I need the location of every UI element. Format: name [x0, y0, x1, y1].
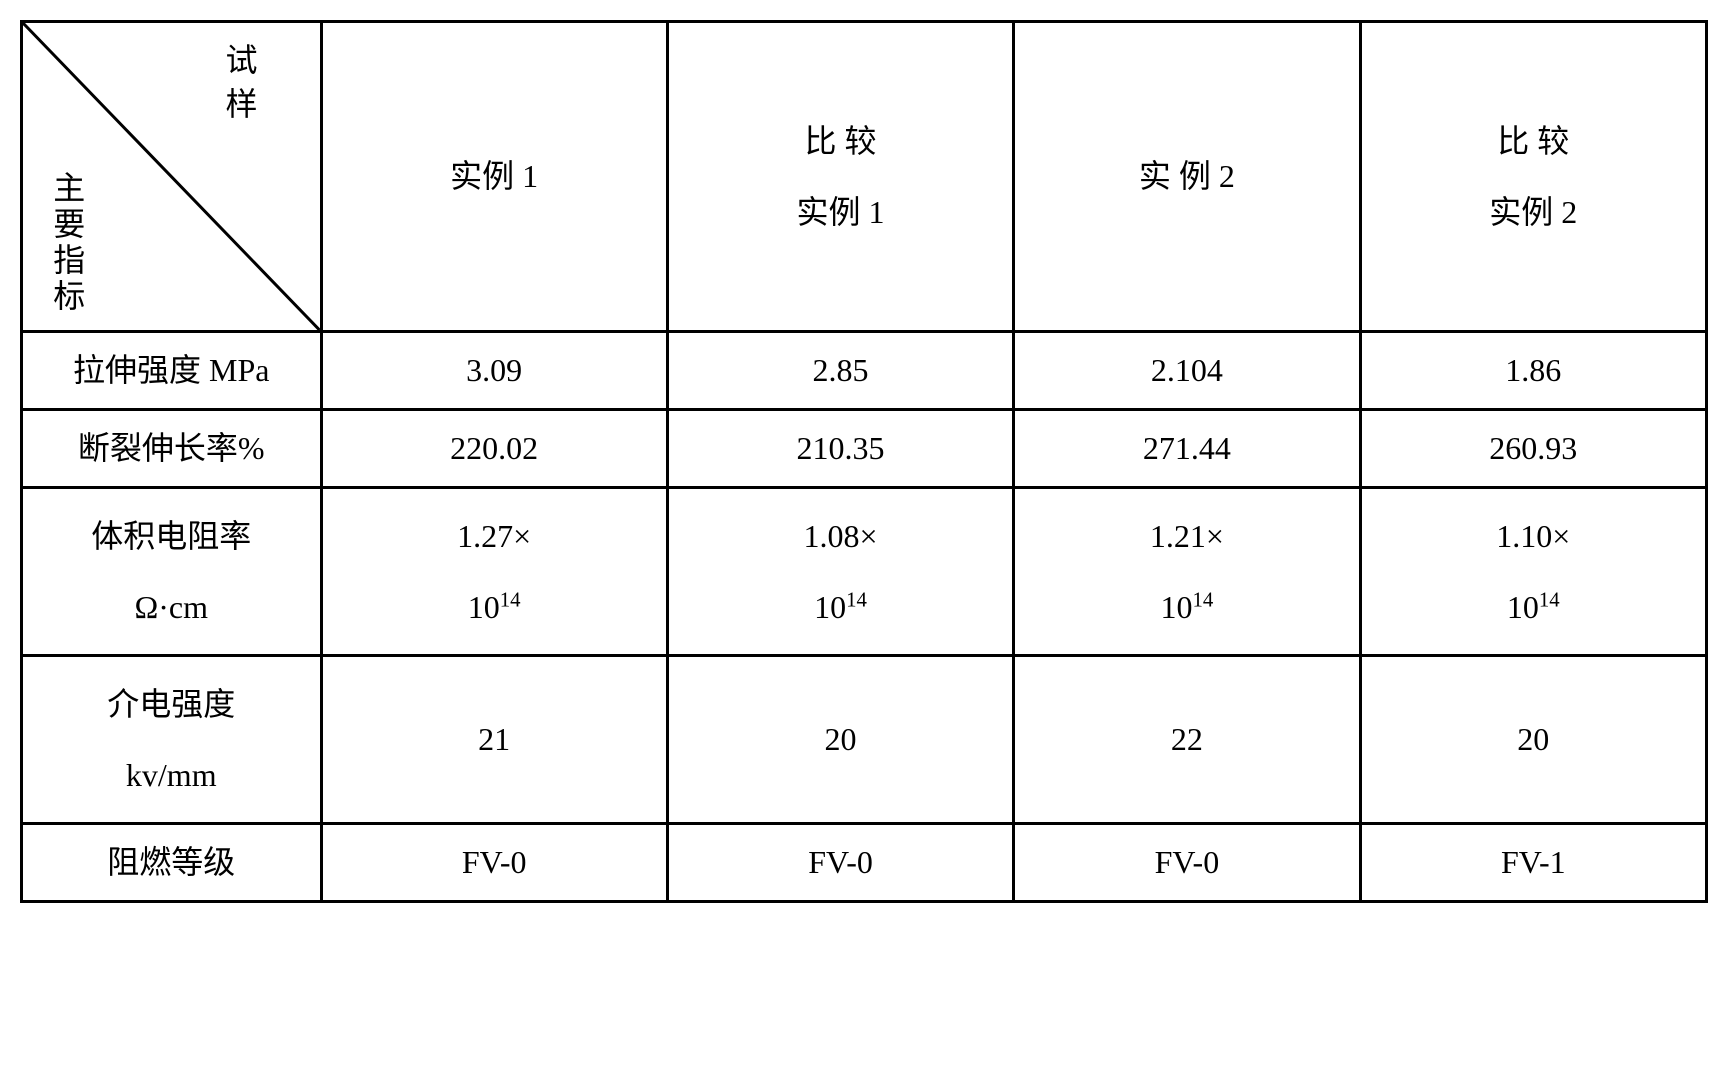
cell-line1: 1.21× [1150, 518, 1224, 554]
cell-base: 10 [1507, 589, 1539, 625]
cell-sup: 14 [1193, 588, 1214, 611]
data-cell: 2.104 [1014, 332, 1360, 410]
col-header-line2: 实例 1 [797, 194, 885, 230]
data-cell: 2.85 [667, 332, 1013, 410]
row-label-line1: 体积电阻率 [91, 518, 251, 554]
data-cell: 20 [1360, 656, 1706, 824]
data-cell: 1.21× 1014 [1014, 488, 1360, 656]
data-cell: FV-0 [1014, 823, 1360, 901]
data-cell: FV-0 [667, 823, 1013, 901]
data-cell: 3.09 [321, 332, 667, 410]
row-label-tensile: 拉伸强度 MPa [22, 332, 322, 410]
row-label-flame: 阻燃等级 [22, 823, 322, 901]
cell-sup: 14 [500, 588, 521, 611]
data-cell: 1.08× 1014 [667, 488, 1013, 656]
row-label-resistivity: 体积电阻率 Ω·cm [22, 488, 322, 656]
comparison-table: 试样 主要指标 实例 1 比 较 实例 1 实 例 2 比 较 实例 2 拉伸强… [20, 20, 1708, 903]
data-cell: 220.02 [321, 410, 667, 488]
col-header-line2: 实例 2 [1489, 194, 1577, 230]
data-cell: 1.27× 1014 [321, 488, 667, 656]
row-label-line1: 介电强度 [107, 686, 235, 722]
cell-line1: 1.08× [804, 518, 878, 554]
row-label-line2: kv/mm [126, 757, 217, 793]
data-cell: 1.10× 1014 [1360, 488, 1706, 656]
cell-base: 10 [468, 589, 500, 625]
data-cell: 21 [321, 656, 667, 824]
row-label-elongation: 断裂伸长率% [22, 410, 322, 488]
row-label-line2: Ω·cm [134, 589, 208, 625]
table-row: 介电强度 kv/mm 21 20 22 20 [22, 656, 1707, 824]
data-cell: 1.86 [1360, 332, 1706, 410]
column-header-1: 实例 1 [321, 22, 667, 332]
column-header-3: 实 例 2 [1014, 22, 1360, 332]
table-row: 体积电阻率 Ω·cm 1.27× 1014 1.08× 1014 1.21× 1… [22, 488, 1707, 656]
data-cell: 22 [1014, 656, 1360, 824]
cell-base: 10 [1161, 589, 1193, 625]
cell-sup: 14 [1539, 588, 1560, 611]
data-cell: 210.35 [667, 410, 1013, 488]
diagonal-header-cell: 试样 主要指标 [22, 22, 322, 332]
table-row: 拉伸强度 MPa 3.09 2.85 2.104 1.86 [22, 332, 1707, 410]
data-cell: FV-0 [321, 823, 667, 901]
data-cell: 260.93 [1360, 410, 1706, 488]
col-header-line1: 比 较 [805, 123, 877, 159]
data-cell: FV-1 [1360, 823, 1706, 901]
col-header-line1: 比 较 [1497, 123, 1569, 159]
table-row: 断裂伸长率% 220.02 210.35 271.44 260.93 [22, 410, 1707, 488]
header-bottom-label: 主要指标 [41, 171, 92, 315]
col-header-text: 实 例 2 [1139, 158, 1235, 194]
column-header-2: 比 较 实例 1 [667, 22, 1013, 332]
cell-base: 10 [814, 589, 846, 625]
data-cell: 271.44 [1014, 410, 1360, 488]
table-row: 阻燃等级 FV-0 FV-0 FV-0 FV-1 [22, 823, 1707, 901]
row-label-dielectric: 介电强度 kv/mm [22, 656, 322, 824]
table-header-row: 试样 主要指标 实例 1 比 较 实例 1 实 例 2 比 较 实例 2 [22, 22, 1707, 332]
cell-sup: 14 [846, 588, 867, 611]
data-cell: 20 [667, 656, 1013, 824]
cell-line1: 1.27× [457, 518, 531, 554]
col-header-text: 实例 1 [450, 158, 538, 194]
header-top-label: 试样 [213, 43, 264, 131]
column-header-4: 比 较 实例 2 [1360, 22, 1706, 332]
cell-line1: 1.10× [1496, 518, 1570, 554]
